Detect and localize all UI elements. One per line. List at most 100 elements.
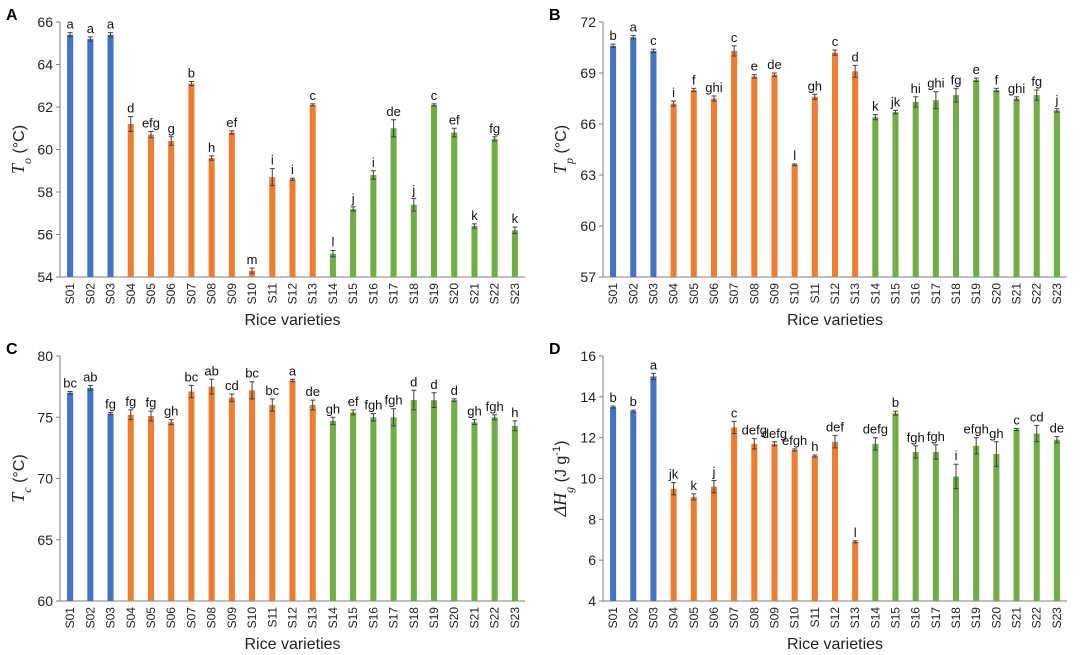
y-title-superscript: -1 bbox=[551, 446, 563, 456]
y-title-subscript: g bbox=[562, 487, 576, 493]
significance-letter: h bbox=[208, 140, 215, 155]
significance-letter: c bbox=[1013, 412, 1020, 427]
bar bbox=[973, 79, 980, 277]
bar bbox=[731, 50, 738, 278]
x-tick-label: S18 bbox=[407, 607, 421, 629]
bar bbox=[771, 74, 778, 277]
significance-letter: ef bbox=[226, 115, 237, 130]
significance-letter: f bbox=[692, 72, 696, 87]
x-tick-label: S12 bbox=[286, 607, 300, 629]
y-tick-label: 64 bbox=[37, 57, 53, 73]
x-axis-title: Rice varieties bbox=[244, 312, 340, 329]
bar bbox=[1013, 429, 1020, 601]
bar bbox=[872, 117, 879, 277]
x-tick-label: S14 bbox=[326, 607, 340, 629]
bar bbox=[228, 397, 235, 601]
significance-letter: g bbox=[168, 121, 175, 136]
x-tick-label: S16 bbox=[366, 283, 380, 305]
x-tick-label: S05 bbox=[144, 607, 158, 629]
significance-letter: defg bbox=[742, 423, 767, 438]
bar bbox=[710, 486, 717, 601]
x-tick-label: S21 bbox=[1010, 283, 1024, 305]
y-tick-label: 75 bbox=[37, 409, 53, 425]
x-tick-label: S23 bbox=[1050, 283, 1064, 305]
y-title-unit: (°C) bbox=[553, 125, 570, 158]
x-tick-label: S19 bbox=[969, 607, 983, 629]
significance-letter: def bbox=[826, 420, 844, 435]
x-tick-label: S14 bbox=[868, 607, 882, 629]
significance-letter: fgh bbox=[385, 393, 403, 408]
x-tick-label: S04 bbox=[124, 283, 138, 305]
x-tick-label: S21 bbox=[1010, 607, 1024, 629]
bar bbox=[228, 132, 235, 277]
y-tick-label: 80 bbox=[37, 348, 53, 364]
x-tick-label: S06 bbox=[164, 283, 178, 305]
significance-letter: fg bbox=[146, 395, 157, 410]
significance-letter: l bbox=[331, 234, 334, 249]
y-tick-label: 60 bbox=[580, 218, 596, 234]
bar bbox=[511, 230, 518, 277]
significance-letter: c bbox=[832, 34, 839, 49]
x-tick-label: S05 bbox=[687, 607, 701, 629]
bar bbox=[690, 90, 697, 277]
x-tick-label: S03 bbox=[646, 283, 660, 305]
significance-letter: h bbox=[811, 439, 818, 454]
bar bbox=[329, 253, 336, 277]
bar bbox=[309, 405, 316, 601]
significance-letter: hi bbox=[911, 81, 921, 96]
x-tick-label: S20 bbox=[989, 283, 1003, 305]
bar bbox=[670, 103, 677, 277]
bar bbox=[329, 420, 336, 601]
x-tick-label: S19 bbox=[427, 607, 441, 629]
y-tick-label: 60 bbox=[37, 142, 53, 158]
significance-letter: ghi bbox=[927, 76, 944, 91]
x-tick-label: S03 bbox=[104, 607, 118, 629]
bar bbox=[630, 411, 637, 601]
x-tick-label: S23 bbox=[1050, 607, 1064, 629]
bar bbox=[932, 451, 939, 601]
x-tick-label: S11 bbox=[265, 607, 279, 628]
x-tick-label: S07 bbox=[184, 607, 198, 629]
y-title-close: ) bbox=[553, 441, 570, 446]
x-tick-label: S09 bbox=[767, 283, 781, 305]
x-tick-label: S15 bbox=[346, 607, 360, 629]
panel-a: A 54 56 58 60 62 64 66 a S01 a S02 a S03 d S04 efg S05 g S0… bbox=[6, 7, 525, 329]
significance-letter: fg bbox=[105, 396, 116, 411]
x-tick-label: S02 bbox=[626, 283, 640, 305]
significance-letter: cd bbox=[1030, 409, 1044, 424]
x-tick-label: S06 bbox=[707, 607, 721, 629]
bar bbox=[269, 177, 276, 277]
y-tick-label: 4 bbox=[588, 593, 596, 609]
significance-letter: h bbox=[511, 405, 518, 420]
bar bbox=[831, 52, 839, 277]
bar bbox=[852, 541, 859, 601]
x-tick-label: S19 bbox=[969, 283, 983, 305]
bar bbox=[1033, 95, 1040, 277]
bar bbox=[87, 39, 94, 277]
x-tick-label: S10 bbox=[245, 607, 259, 629]
significance-letter: e bbox=[973, 62, 980, 77]
y-tick-label: 56 bbox=[37, 227, 53, 243]
bar bbox=[650, 50, 657, 278]
bar bbox=[872, 443, 879, 601]
x-tick-label: S18 bbox=[407, 283, 421, 305]
significance-letter: jk bbox=[668, 467, 679, 482]
significance-letter: m bbox=[247, 252, 258, 267]
bar bbox=[973, 445, 980, 601]
significance-letter: a bbox=[87, 21, 95, 36]
bar bbox=[1053, 439, 1060, 601]
y-title-unit: (J g bbox=[553, 456, 570, 487]
x-tick-label: S11 bbox=[808, 283, 822, 304]
significance-letter: l bbox=[793, 148, 796, 163]
x-tick-label: S22 bbox=[1030, 607, 1044, 629]
bar bbox=[791, 164, 798, 277]
bar bbox=[249, 390, 256, 601]
significance-letter: b bbox=[630, 394, 637, 409]
bar bbox=[208, 158, 215, 277]
bar bbox=[350, 412, 357, 601]
x-tick-label: S15 bbox=[346, 283, 360, 305]
bar bbox=[430, 104, 438, 277]
x-tick-label: S13 bbox=[306, 607, 320, 629]
y-tick-label: 54 bbox=[37, 269, 53, 285]
bar bbox=[811, 96, 818, 277]
